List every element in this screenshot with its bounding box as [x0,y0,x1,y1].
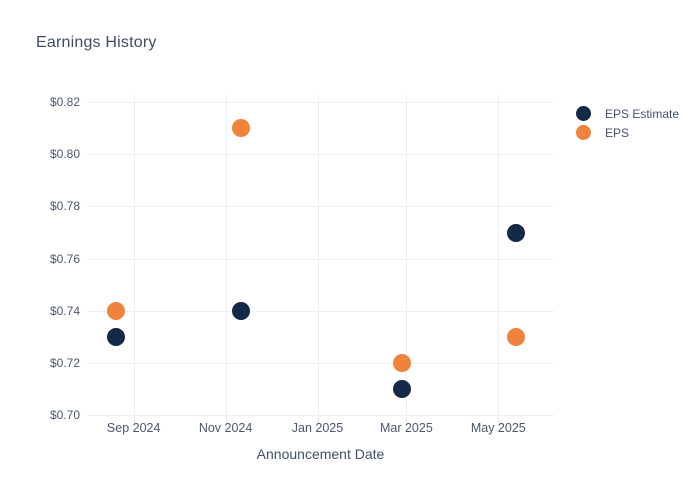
plot-area [87,94,554,423]
marker-eps [507,328,526,346]
x-gridline [406,94,408,418]
x-axis-title: Announcement Date [256,446,385,462]
y-gridline [87,363,554,365]
y-gridline [87,310,554,312]
y-gridline [87,206,554,208]
y-tick-label: $0.74 [49,303,80,318]
y-tick-label: $0.82 [49,94,80,109]
x-tick-mark [498,418,500,423]
marker-eps-estimate [231,301,250,320]
legend-swatch-eps-estimate-icon [576,106,591,121]
legend-item-eps-estimate[interactable]: EPS Estimate [576,106,679,121]
x-tick-label: May 2025 [470,421,526,435]
x-tick-mark [406,418,408,423]
marker-eps [231,119,250,137]
x-gridline [317,94,319,418]
marker-eps [392,354,411,373]
x-tick-label: Sep 2024 [106,421,161,435]
marker-eps-estimate [507,223,526,242]
legend-item-eps[interactable]: EPS [576,125,679,140]
x-tick-label: Mar 2025 [379,421,433,435]
legend-swatch-eps-icon [576,125,591,140]
chart-title: Earnings History [36,34,157,51]
x-tick-mark [133,418,135,423]
x-tick-mark [225,418,227,423]
y-tick-label: $0.80 [49,147,80,162]
y-gridline [87,258,554,260]
y-tick-label: $0.70 [49,408,80,423]
x-tick-label: Nov 2024 [198,421,253,435]
y-tick-label: $0.72 [49,356,80,371]
y-gridline [87,101,554,103]
y-tick-label: $0.78 [49,199,80,214]
x-gridline [498,94,500,418]
y-gridline [87,154,554,156]
legend-label: EPS Estimate [605,106,680,121]
y-tick-label: $0.76 [49,251,80,266]
x-gridline [225,94,227,418]
marker-eps [106,301,125,320]
marker-eps-estimate [392,380,411,399]
legend: EPS Estimate EPS [576,106,679,144]
x-tick-mark [317,418,319,423]
marker-eps-estimate [106,328,125,346]
x-tick-label: Jan 2025 [291,421,344,435]
x-gridline [133,94,135,418]
y-gridline [87,415,554,417]
legend-label: EPS [605,125,630,140]
